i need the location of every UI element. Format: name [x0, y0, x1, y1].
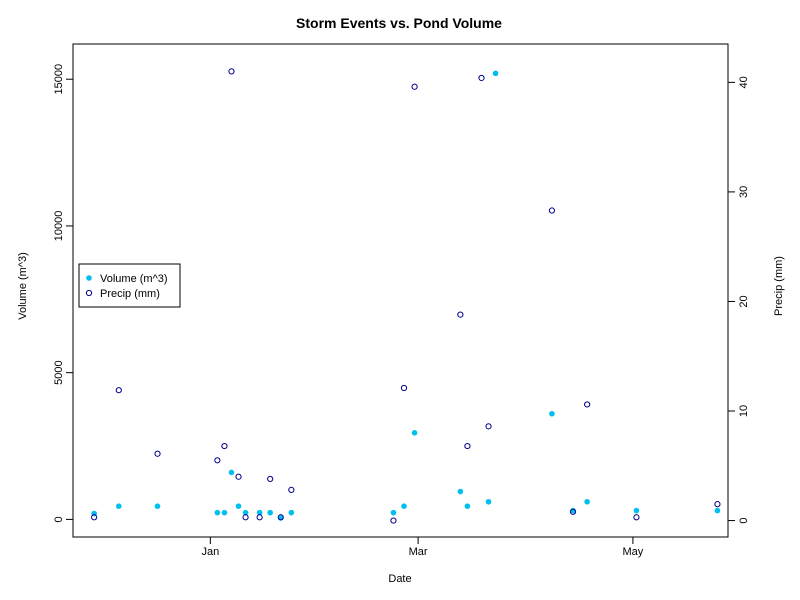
volume-point: [221, 509, 228, 516]
precip-point: [214, 457, 221, 464]
legend: Volume (m^3) Precip (mm): [78, 263, 181, 308]
precip-point: [91, 514, 98, 521]
y-right-tick-label: 40: [738, 76, 750, 88]
precip-point: [115, 387, 122, 394]
precip-point: [390, 517, 397, 524]
y-right-tick-label: 10: [738, 405, 750, 417]
precip-point: [411, 83, 418, 90]
legend-box: [78, 263, 181, 308]
y-left-tick-label: 0: [53, 516, 65, 522]
precip-point: [288, 486, 295, 493]
precip-point: [242, 514, 249, 521]
legend-precip-label: Precip (mm): [100, 288, 160, 300]
volume-point: [411, 430, 418, 436]
precip-point: [267, 475, 274, 483]
precip-point: [400, 384, 408, 392]
volume-point: [549, 410, 555, 417]
volume-point: [288, 509, 295, 516]
volume-point: [235, 503, 242, 509]
legend-volume-label: Volume (m^3): [100, 273, 168, 285]
x-tick-label: Jan: [201, 546, 219, 558]
precip-point: [633, 514, 640, 521]
volume-point: [154, 503, 161, 509]
volume-point: [401, 503, 407, 509]
volume-point: [464, 503, 471, 509]
precip-point: [478, 74, 485, 82]
y-axis-right: 0 10 20 30 40: [727, 76, 750, 524]
y-left-tick-label: 10000: [53, 211, 65, 242]
y-right-tick-label: 30: [738, 186, 750, 198]
chart-title: Storm Events vs. Pond Volume: [296, 15, 502, 31]
volume-point: [390, 509, 397, 516]
y-axis-right-label: Precip (mm): [773, 256, 785, 316]
precip-point: [221, 442, 228, 450]
x-axis-label: Date: [388, 573, 411, 585]
volume-point: [492, 70, 499, 77]
y-right-tick-label: 0: [738, 518, 750, 524]
volume-point: [457, 488, 464, 495]
precip-point: [228, 68, 235, 75]
volume-point: [256, 509, 263, 516]
y-left-tick-label: 5000: [53, 360, 65, 384]
volume-point: [267, 509, 274, 516]
x-tick-label: Mar: [409, 546, 428, 558]
y-axis-left: 0 5000 10000 15000: [53, 64, 74, 522]
precip-point: [256, 514, 263, 521]
precip-point: [457, 311, 464, 318]
volume-series: [91, 70, 721, 521]
volume-point: [242, 509, 249, 516]
precip-point: [569, 508, 577, 515]
y-axis-left-label: Volume (m^3): [17, 252, 29, 320]
precip-point: [584, 401, 591, 408]
volume-point: [584, 498, 590, 505]
precip-point: [714, 501, 721, 508]
volume-point: [214, 509, 221, 516]
precip-point: [548, 207, 556, 214]
precip-point: [277, 514, 284, 521]
precip-point: [464, 442, 471, 450]
volume-point: [228, 469, 235, 476]
x-tick-label: May: [623, 546, 644, 558]
y-left-tick-label: 15000: [53, 64, 65, 95]
legend-volume-marker: [86, 275, 92, 281]
volume-point: [485, 498, 492, 505]
precip-point: [235, 473, 242, 480]
precip-point: [485, 423, 492, 430]
precip-point: [154, 450, 161, 457]
legend-precip-marker: [85, 289, 93, 297]
y-right-tick-label: 20: [738, 295, 750, 307]
volume-point: [633, 507, 640, 514]
x-axis: Jan Mar May: [201, 536, 644, 558]
volume-point: [714, 507, 721, 514]
volume-point: [115, 503, 122, 509]
precip-series: [91, 68, 721, 524]
